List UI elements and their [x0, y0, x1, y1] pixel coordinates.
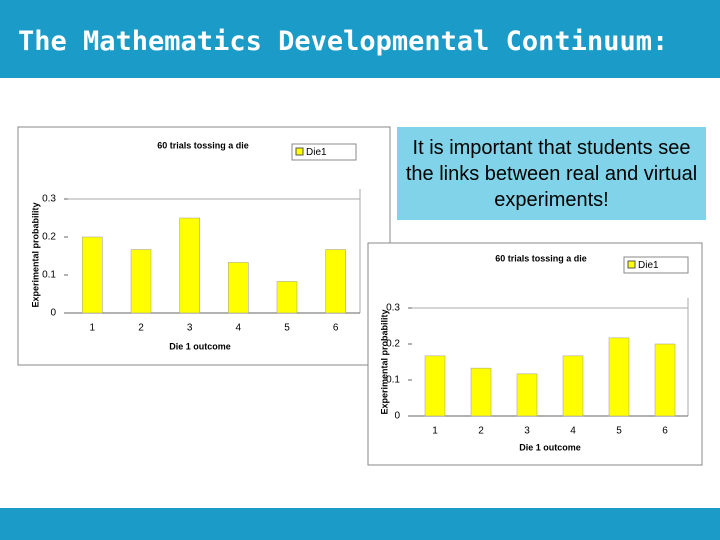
bar — [82, 236, 103, 314]
bar — [516, 373, 538, 417]
chart-title: 60 trials tossing a die — [157, 140, 249, 150]
x-tick-label: 3 — [187, 323, 193, 334]
chart-frame — [17, 126, 391, 366]
bar — [179, 217, 200, 314]
x-tick-label: 4 — [570, 426, 576, 437]
x-axis-label: Die 1 outcome — [519, 442, 581, 452]
bar — [562, 355, 584, 417]
x-axis-label: Die 1 outcome — [169, 341, 231, 351]
chart-frame — [367, 242, 703, 466]
legend-label: Die1 — [306, 147, 327, 158]
bar — [228, 262, 249, 314]
y-tick-label: 0.3 — [386, 303, 400, 314]
header-bar: The Mathematics Developmental Continuum: — [0, 0, 720, 78]
x-tick-label: 1 — [90, 323, 96, 334]
legend-box — [623, 256, 689, 274]
x-tick-label: 2 — [138, 323, 144, 334]
slide-title: The Mathematics Developmental Continuum: — [18, 26, 669, 57]
legend-swatch — [295, 147, 304, 156]
y-tick-label: 0 — [394, 411, 400, 422]
x-tick-label: 5 — [284, 323, 290, 334]
chart-title: 60 trials tossing a die — [495, 253, 587, 263]
y-axis-label: Experimental probability — [30, 202, 40, 307]
callout: It is important that students see the li… — [397, 127, 706, 220]
legend-swatch — [627, 260, 636, 269]
bar — [470, 367, 492, 417]
x-tick-label: 6 — [333, 323, 339, 334]
y-tick-label: 0 — [50, 308, 56, 319]
x-tick-label: 1 — [432, 426, 438, 437]
x-tick-label: 2 — [478, 426, 484, 437]
legend-box — [291, 143, 357, 161]
y-tick-label: 0.2 — [42, 232, 56, 243]
footer-bar — [0, 508, 720, 540]
bar — [276, 281, 298, 314]
bar — [424, 355, 446, 417]
y-tick-label: 0.1 — [386, 375, 400, 386]
y-tick-label: 0.2 — [386, 339, 400, 350]
legend-label: Die1 — [638, 260, 659, 271]
bar — [325, 249, 346, 314]
x-tick-label: 6 — [662, 426, 668, 437]
x-tick-label: 4 — [236, 323, 242, 334]
y-tick-label: 0.3 — [42, 194, 56, 205]
bar — [130, 249, 152, 314]
y-axis-label: Experimental probability — [379, 309, 389, 414]
bar — [608, 337, 630, 417]
x-tick-label: 5 — [616, 426, 622, 437]
bar — [654, 343, 676, 417]
x-tick-label: 3 — [524, 426, 530, 437]
y-tick-label: 0.1 — [42, 270, 56, 281]
